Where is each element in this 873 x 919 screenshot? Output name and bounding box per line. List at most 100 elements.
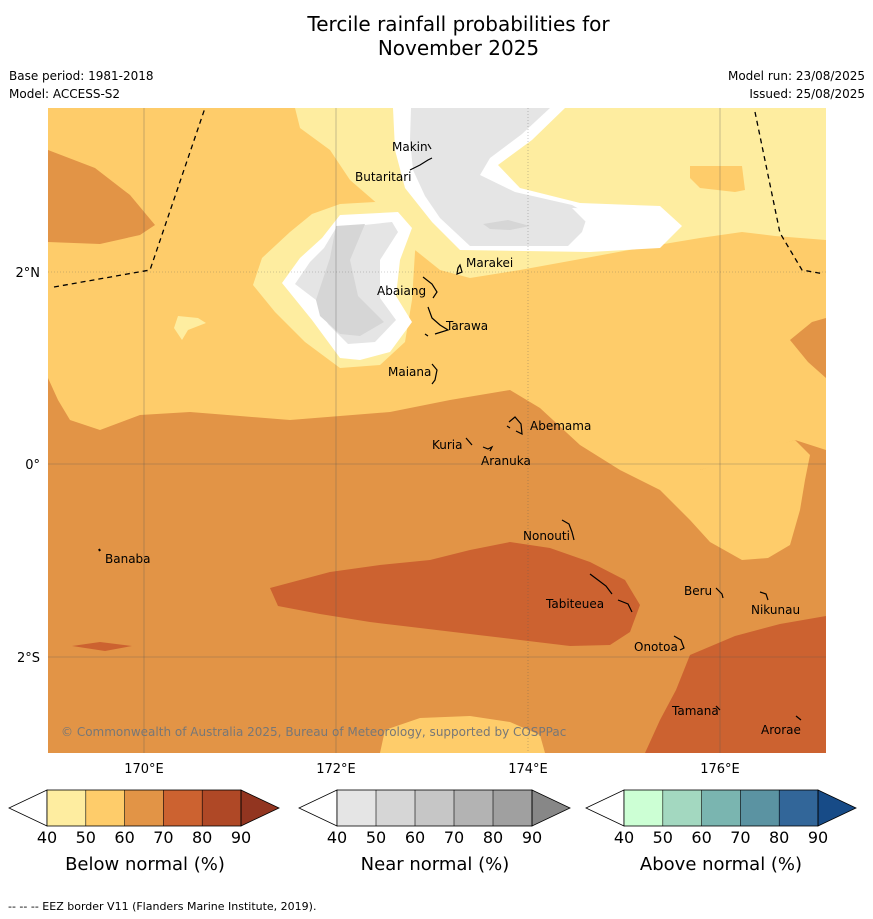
eez-border xyxy=(53,107,825,288)
label-arorae: Arorae xyxy=(761,723,801,737)
below-tick-label: 70 xyxy=(153,828,174,847)
near-tick-label: 40 xyxy=(326,828,348,847)
near-color-bin xyxy=(415,790,454,826)
base-period: Base period: 1981-2018 xyxy=(9,69,154,83)
below-colorbar-frame xyxy=(46,789,242,827)
below-color-bin xyxy=(124,790,164,826)
white-finger-east xyxy=(572,208,675,240)
above-tick-label: 80 xyxy=(769,828,790,847)
atoll-tamana xyxy=(715,705,721,711)
title-line-2: November 2025 xyxy=(377,36,540,60)
below-60-70-patch-nw xyxy=(48,150,155,244)
near-tick-label: 90 xyxy=(521,828,543,847)
below-tick-label: 80 xyxy=(192,828,213,847)
below-color-bin xyxy=(163,790,203,826)
above-extend-high xyxy=(817,789,857,827)
below-tick-label: 50 xyxy=(75,828,96,847)
below-tick-label: 60 xyxy=(114,828,135,847)
below-color-bin xyxy=(47,790,86,826)
copyright-notice: © Commonwealth of Australia 2025, Bureau… xyxy=(61,725,566,739)
near-40-50-area-north xyxy=(410,108,588,246)
label-banaba: Banaba xyxy=(105,552,151,566)
label-beru: Beru xyxy=(684,584,712,598)
atoll-butaritari xyxy=(409,157,433,171)
atoll-aranuka xyxy=(482,445,494,452)
atoll-nikunau xyxy=(759,591,769,601)
atoll-maiana xyxy=(431,363,438,385)
graticule xyxy=(48,108,826,753)
model-run: Model run: 23/08/2025 xyxy=(727,69,865,83)
atoll-abemama xyxy=(506,416,523,436)
label-butaritari: Butaritari xyxy=(355,170,412,184)
near-color-bin xyxy=(337,790,376,826)
atoll-makin xyxy=(427,143,432,150)
near-tick-label: 50 xyxy=(365,828,387,847)
below-color-bin xyxy=(202,790,241,826)
atoll-beru xyxy=(715,587,724,599)
label-tarawa: Tarawa xyxy=(445,319,488,333)
eez-border-west xyxy=(53,107,206,288)
label-nonouti: Nonouti xyxy=(523,529,570,543)
near-colorbar-frame xyxy=(336,789,533,827)
near-50-60-patch-north xyxy=(483,220,530,230)
place-labels: Makin Butaritari Marakei Abaiang Tarawa … xyxy=(105,140,801,737)
label-nikunau: Nikunau xyxy=(751,603,800,617)
model-name: Model: ACCESS-S2 xyxy=(9,87,121,101)
probability-shading xyxy=(48,108,826,753)
colorbar-below-normal xyxy=(8,789,280,827)
near-50-60-area-west xyxy=(316,224,384,336)
below-60-70-patch-east xyxy=(790,318,826,378)
colorbar-above-normal xyxy=(585,789,857,827)
label-abemama: Abemama xyxy=(530,419,591,433)
above-tick-label: 60 xyxy=(691,828,712,847)
eez-border-legend: -- -- -- EEZ border V11 (Flanders Marine… xyxy=(8,900,317,913)
atoll-tabiteuea xyxy=(589,573,633,613)
below-color-bin xyxy=(85,790,125,826)
label-onotoa: Onotoa xyxy=(634,640,678,654)
above-colorbar-frame xyxy=(623,789,819,827)
atoll-kuria xyxy=(465,437,473,446)
above-tick-label: 70 xyxy=(730,828,751,847)
above-color-bin xyxy=(779,790,818,826)
label-aranuka: Aranuka xyxy=(481,454,531,468)
colorbar-label-above: Above normal (%) xyxy=(639,854,803,875)
title-line-1: Tercile rainfall probabilities for xyxy=(307,12,610,36)
above-tick-label: 90 xyxy=(807,828,829,847)
above-color-bin xyxy=(740,790,780,826)
above-tick-label: 50 xyxy=(652,828,673,847)
label-maiana: Maiana xyxy=(388,365,431,379)
atoll-onotoa xyxy=(673,635,685,651)
atoll-nonouti xyxy=(561,519,575,541)
issued-date: Issued: 25/08/2025 xyxy=(749,87,865,101)
lon-label-172e: 172°E xyxy=(316,762,356,777)
above-color-bin xyxy=(662,790,702,826)
below-40-50-patch-small xyxy=(174,316,206,340)
label-marakei: Marakei xyxy=(466,256,513,270)
below-70-80-area-central xyxy=(270,542,640,646)
atoll-banaba xyxy=(98,548,101,552)
atoll-marakei xyxy=(456,263,463,275)
above-color-bin xyxy=(624,790,663,826)
below-extend-high xyxy=(240,789,280,827)
near-color-bin xyxy=(493,790,532,826)
above-color-bin xyxy=(701,790,741,826)
lat-label-2n: 2°N xyxy=(16,266,41,281)
below-extend-low xyxy=(8,789,48,827)
below-tick-label: 90 xyxy=(230,828,252,847)
label-kuria: Kuria xyxy=(432,438,463,452)
below-70-80-patch-west xyxy=(72,642,132,651)
atoll-tarawa xyxy=(424,306,450,337)
lat-label-2s: 2°S xyxy=(17,651,40,666)
below-50-60-patch-south xyxy=(380,716,545,753)
below-50-60-bulge-east xyxy=(620,440,810,560)
colorbar-label-near: Near normal (%) xyxy=(360,854,510,875)
atolls xyxy=(98,143,802,721)
near-tick-label: 60 xyxy=(404,828,426,847)
lon-label-174e: 174°E xyxy=(508,762,548,777)
lon-label-176e: 176°E xyxy=(700,762,740,777)
axis-labels: 170°E 172°E 174°E 176°E 2°N 0° 2°S xyxy=(16,266,740,777)
map-title: Tercile rainfall probabilities for Novem… xyxy=(0,12,873,60)
eez-border-east xyxy=(754,111,825,275)
colorbar-near-normal xyxy=(298,789,571,827)
